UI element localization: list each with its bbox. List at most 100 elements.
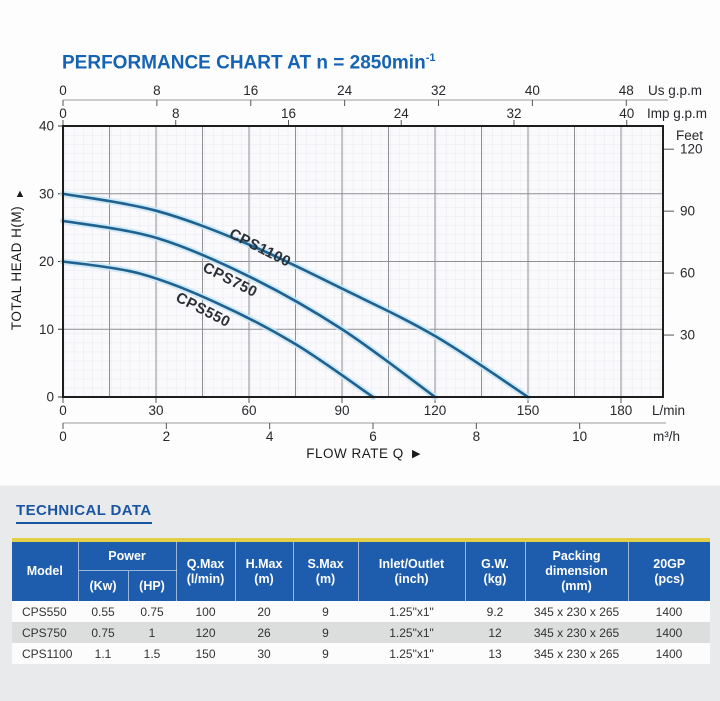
cell-inlet: 1.25"x1" [389,625,434,640]
cell-gw: 12 [488,625,502,640]
lmin-tick-label: 90 [334,403,349,418]
lmin-unit-label: L/min [652,403,685,418]
header-row-2: (Kw) (HP) [12,570,710,601]
cell-model: CPS1100 [22,646,73,661]
cell-20gp: 1400 [655,646,683,661]
imp-gpm-tick-label: 0 [59,106,67,121]
us-gpm-tick-label: 48 [619,83,634,98]
feet-tick-label: 60 [680,266,695,281]
cell-kw: 1.1 [94,646,112,661]
us-gpm-tick-label: 40 [525,83,540,98]
performance-chart: 0 8 16 24 32 40 48 Us g.p.m0 8 16 24 32 40 Imp g.p.m0… [9,83,707,461]
cell-model: CPS550 [22,604,67,619]
imp-gpm-unit-label: Imp g.p.m [647,106,707,121]
chart-title: PERFORMANCE CHART AT n = 2850min-1 [62,52,435,74]
chart-title-superscript: -1 [425,52,436,64]
cell-hp: 1.5 [143,646,161,661]
y-axis-title: TOTAL HEAD H(M) [9,206,24,330]
m3h-tick-label: 2 [163,429,171,444]
y-axis-arrow-icon: ▲ [15,188,26,200]
imp-gpm-tick-label: 40 [619,106,634,121]
feet-tick-label: 30 [680,328,695,343]
cell-gw: 13 [488,646,502,661]
cell-20gp: 1400 [655,625,683,640]
plot-border [62,125,664,398]
performance-chart-panel: 0 8 16 24 32 40 48 Us g.p.m 0 8 16 24 32 40 Imp g.p.m 0… [9,52,708,461]
imp-gpm-tick-label: 8 [172,106,180,121]
col-header-hmax: H.Max (m) [234,540,294,601]
cell-20gp: 1400 [655,604,683,619]
curve-CPS750 [61,219,437,399]
head-tick-label: 10 [39,322,54,337]
m3h-tick-label: 6 [369,429,377,444]
lmin-tick-label: 30 [148,403,163,418]
col-header-hp: (HP) [127,570,177,601]
curve-CPS550 [61,260,375,399]
lmin-tick-label: 180 [610,403,633,418]
chart-title-text: PERFORMANCE CHART AT n = 2850min [62,52,426,74]
col-header-power: Power [77,540,177,571]
lmin-tick-label: 120 [424,403,447,418]
cell-kw: 0.55 [91,604,115,619]
header-row-1: Model Power Q.Max (l/min) H.Max (m) S.Ma… [12,540,711,601]
cell-hmax: 20 [257,604,271,619]
col-header-inlet-outlet: Inlet/Outlet (inch) [357,540,466,601]
cell-hp: 0.75 [140,604,164,619]
m3h-tick-label: 8 [473,429,481,444]
cell-inlet: 1.25"x1" [389,646,434,661]
table-row-cps1100: CPS1100 1.1 1.5 150 30 9 1.25"x1" 13 345… [12,643,711,664]
cell-hmax: 26 [257,625,271,640]
col-header-packing: Packing dimension (mm) [524,540,629,601]
lmin-tick-label: 150 [517,403,540,418]
imp-gpm-tick-label: 16 [281,106,296,121]
feet-tick-label: 90 [680,204,695,219]
technical-data-panel: TECHNICAL DATA Model Power Q.Max (l/min) [0,485,720,701]
m3h-tick-label: 4 [266,429,274,444]
m3h-unit-label: m³/h [653,429,680,444]
cell-qmax: 120 [195,625,216,640]
feet-unit-label: Feet [676,128,703,143]
table-row-cps550: CPS550 0.55 0.75 100 20 9 1.25"x1" 9.2 3… [12,601,711,622]
col-header-smax: S.Max (m) [292,540,359,601]
m3h-tick-label: 0 [59,429,67,444]
head-tick-label: 30 [39,186,54,201]
imp-gpm-tick-label: 24 [394,106,410,121]
head-tick-label: 20 [39,254,54,269]
cell-qmax: 150 [195,646,216,661]
cell-inlet: 1.25"x1" [389,604,434,619]
lmin-tick-label: 0 [59,403,67,418]
cell-qmax: 100 [195,604,216,619]
x-axis-arrow-icon: ▶ [412,448,421,460]
head-tick-label: 0 [46,390,54,405]
col-header-qmax: Q.Max (l/min) [175,540,236,601]
cell-smax: 9 [322,646,329,661]
cell-packing: 345 x 230 x 265 [533,646,620,661]
feet-tick-label: 120 [680,142,703,157]
us-gpm-tick-label: 32 [431,83,446,98]
imp-gpm-tick-label: 32 [506,106,521,121]
m3h-tick-label: 10 [572,429,587,444]
technical-data-heading: TECHNICAL DATA [16,502,152,524]
technical-data-table: Model Power Q.Max (l/min) H.Max (m) S.Ma… [12,538,711,664]
col-header-model: Model [12,540,78,601]
head-tick-label: 40 [39,119,54,134]
col-header-gw: G.W. (kg) [464,540,526,601]
us-gpm-unit-label: Us g.p.m [648,83,702,98]
cell-smax: 9 [322,625,329,640]
col-header-20gp: 20GP (pcs) [627,540,711,601]
col-header-kw: (Kw) [77,570,128,601]
lmin-tick-label: 60 [241,403,256,418]
curve-CPS1100 [61,192,530,399]
cell-hmax: 30 [257,646,271,661]
cell-kw: 0.75 [91,625,115,640]
us-gpm-tick-label: 24 [337,83,353,98]
cell-gw: 9.2 [486,604,504,619]
cell-smax: 9 [322,604,329,619]
us-gpm-tick-label: 16 [243,83,258,98]
us-gpm-tick-label: 8 [153,83,161,98]
us-gpm-tick-label: 0 [59,83,67,98]
cell-model: CPS750 [22,625,67,640]
cell-packing: 345 x 230 x 265 [533,604,620,619]
table-row-cps750: CPS750 0.75 1 120 26 9 1.25"x1" 12 345 x… [12,622,711,643]
